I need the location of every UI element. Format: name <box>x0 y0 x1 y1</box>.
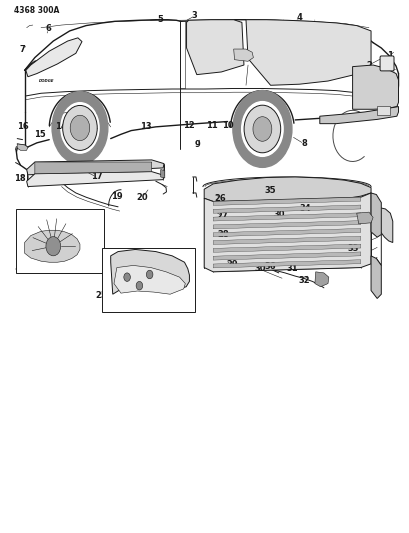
Text: 26: 26 <box>214 194 226 203</box>
Polygon shape <box>245 20 370 85</box>
Polygon shape <box>213 244 360 252</box>
Text: 23: 23 <box>110 268 121 277</box>
Circle shape <box>252 117 271 141</box>
Polygon shape <box>160 169 164 178</box>
Text: 17: 17 <box>90 173 102 181</box>
Text: 33: 33 <box>347 244 358 253</box>
Text: 32: 32 <box>298 276 309 285</box>
Text: 14: 14 <box>55 123 66 131</box>
Polygon shape <box>213 236 360 245</box>
Text: 2: 2 <box>365 61 371 69</box>
Polygon shape <box>370 256 380 298</box>
Polygon shape <box>204 177 370 203</box>
Text: 11: 11 <box>206 122 218 130</box>
Polygon shape <box>380 208 392 243</box>
Polygon shape <box>356 212 372 224</box>
Polygon shape <box>17 144 28 150</box>
Polygon shape <box>27 160 164 175</box>
Polygon shape <box>314 272 328 287</box>
Circle shape <box>146 270 153 279</box>
Text: 30: 30 <box>254 264 265 273</box>
Text: 31: 31 <box>285 264 297 273</box>
Text: 18: 18 <box>14 174 25 183</box>
Polygon shape <box>27 172 164 187</box>
Polygon shape <box>26 38 82 77</box>
Text: 13: 13 <box>140 123 151 131</box>
Polygon shape <box>319 107 398 124</box>
Text: 27: 27 <box>216 212 228 221</box>
Polygon shape <box>233 49 253 61</box>
Text: 5: 5 <box>157 15 162 24</box>
Polygon shape <box>213 229 360 237</box>
Polygon shape <box>352 65 398 109</box>
Text: 36: 36 <box>264 262 276 271</box>
Polygon shape <box>114 265 185 294</box>
Text: 19: 19 <box>111 192 122 200</box>
FancyBboxPatch shape <box>376 106 389 115</box>
Text: 22: 22 <box>34 246 46 255</box>
Polygon shape <box>213 221 360 229</box>
Polygon shape <box>213 197 360 205</box>
Text: 6: 6 <box>45 25 51 33</box>
Circle shape <box>136 281 142 290</box>
FancyBboxPatch shape <box>379 56 393 71</box>
Bar <box>101 248 195 312</box>
Text: 1: 1 <box>386 52 391 60</box>
Text: 29: 29 <box>226 260 237 269</box>
Text: 34: 34 <box>299 205 310 213</box>
Text: DODGE: DODGE <box>39 78 54 83</box>
Circle shape <box>124 273 130 281</box>
Text: 20: 20 <box>137 193 148 201</box>
Circle shape <box>70 115 90 141</box>
Circle shape <box>46 237 61 256</box>
Text: 3: 3 <box>191 12 197 20</box>
Circle shape <box>63 106 97 150</box>
Polygon shape <box>213 213 360 221</box>
Polygon shape <box>35 162 151 174</box>
Text: 4368 300A: 4368 300A <box>14 6 60 15</box>
Text: 7: 7 <box>20 45 25 53</box>
Text: 28: 28 <box>217 230 229 239</box>
Polygon shape <box>213 252 360 260</box>
Circle shape <box>243 105 280 153</box>
Text: 25: 25 <box>96 292 107 300</box>
Text: 15: 15 <box>34 131 46 139</box>
Text: 16: 16 <box>17 123 28 131</box>
Polygon shape <box>110 249 189 294</box>
Text: 35: 35 <box>264 187 276 195</box>
Bar <box>16 209 103 273</box>
Text: 30: 30 <box>273 210 285 219</box>
Polygon shape <box>25 230 80 262</box>
Wedge shape <box>232 91 291 167</box>
Text: 8: 8 <box>301 140 306 148</box>
Text: 10: 10 <box>221 122 233 130</box>
Polygon shape <box>213 205 360 213</box>
Polygon shape <box>204 193 370 272</box>
Wedge shape <box>52 92 108 164</box>
Text: 21: 21 <box>61 231 72 240</box>
Text: 12: 12 <box>182 122 194 130</box>
Text: 4: 4 <box>296 13 301 21</box>
Text: 24: 24 <box>155 288 166 296</box>
Text: 9: 9 <box>194 141 200 149</box>
Polygon shape <box>186 20 243 75</box>
Polygon shape <box>213 260 360 268</box>
Polygon shape <box>370 193 380 237</box>
